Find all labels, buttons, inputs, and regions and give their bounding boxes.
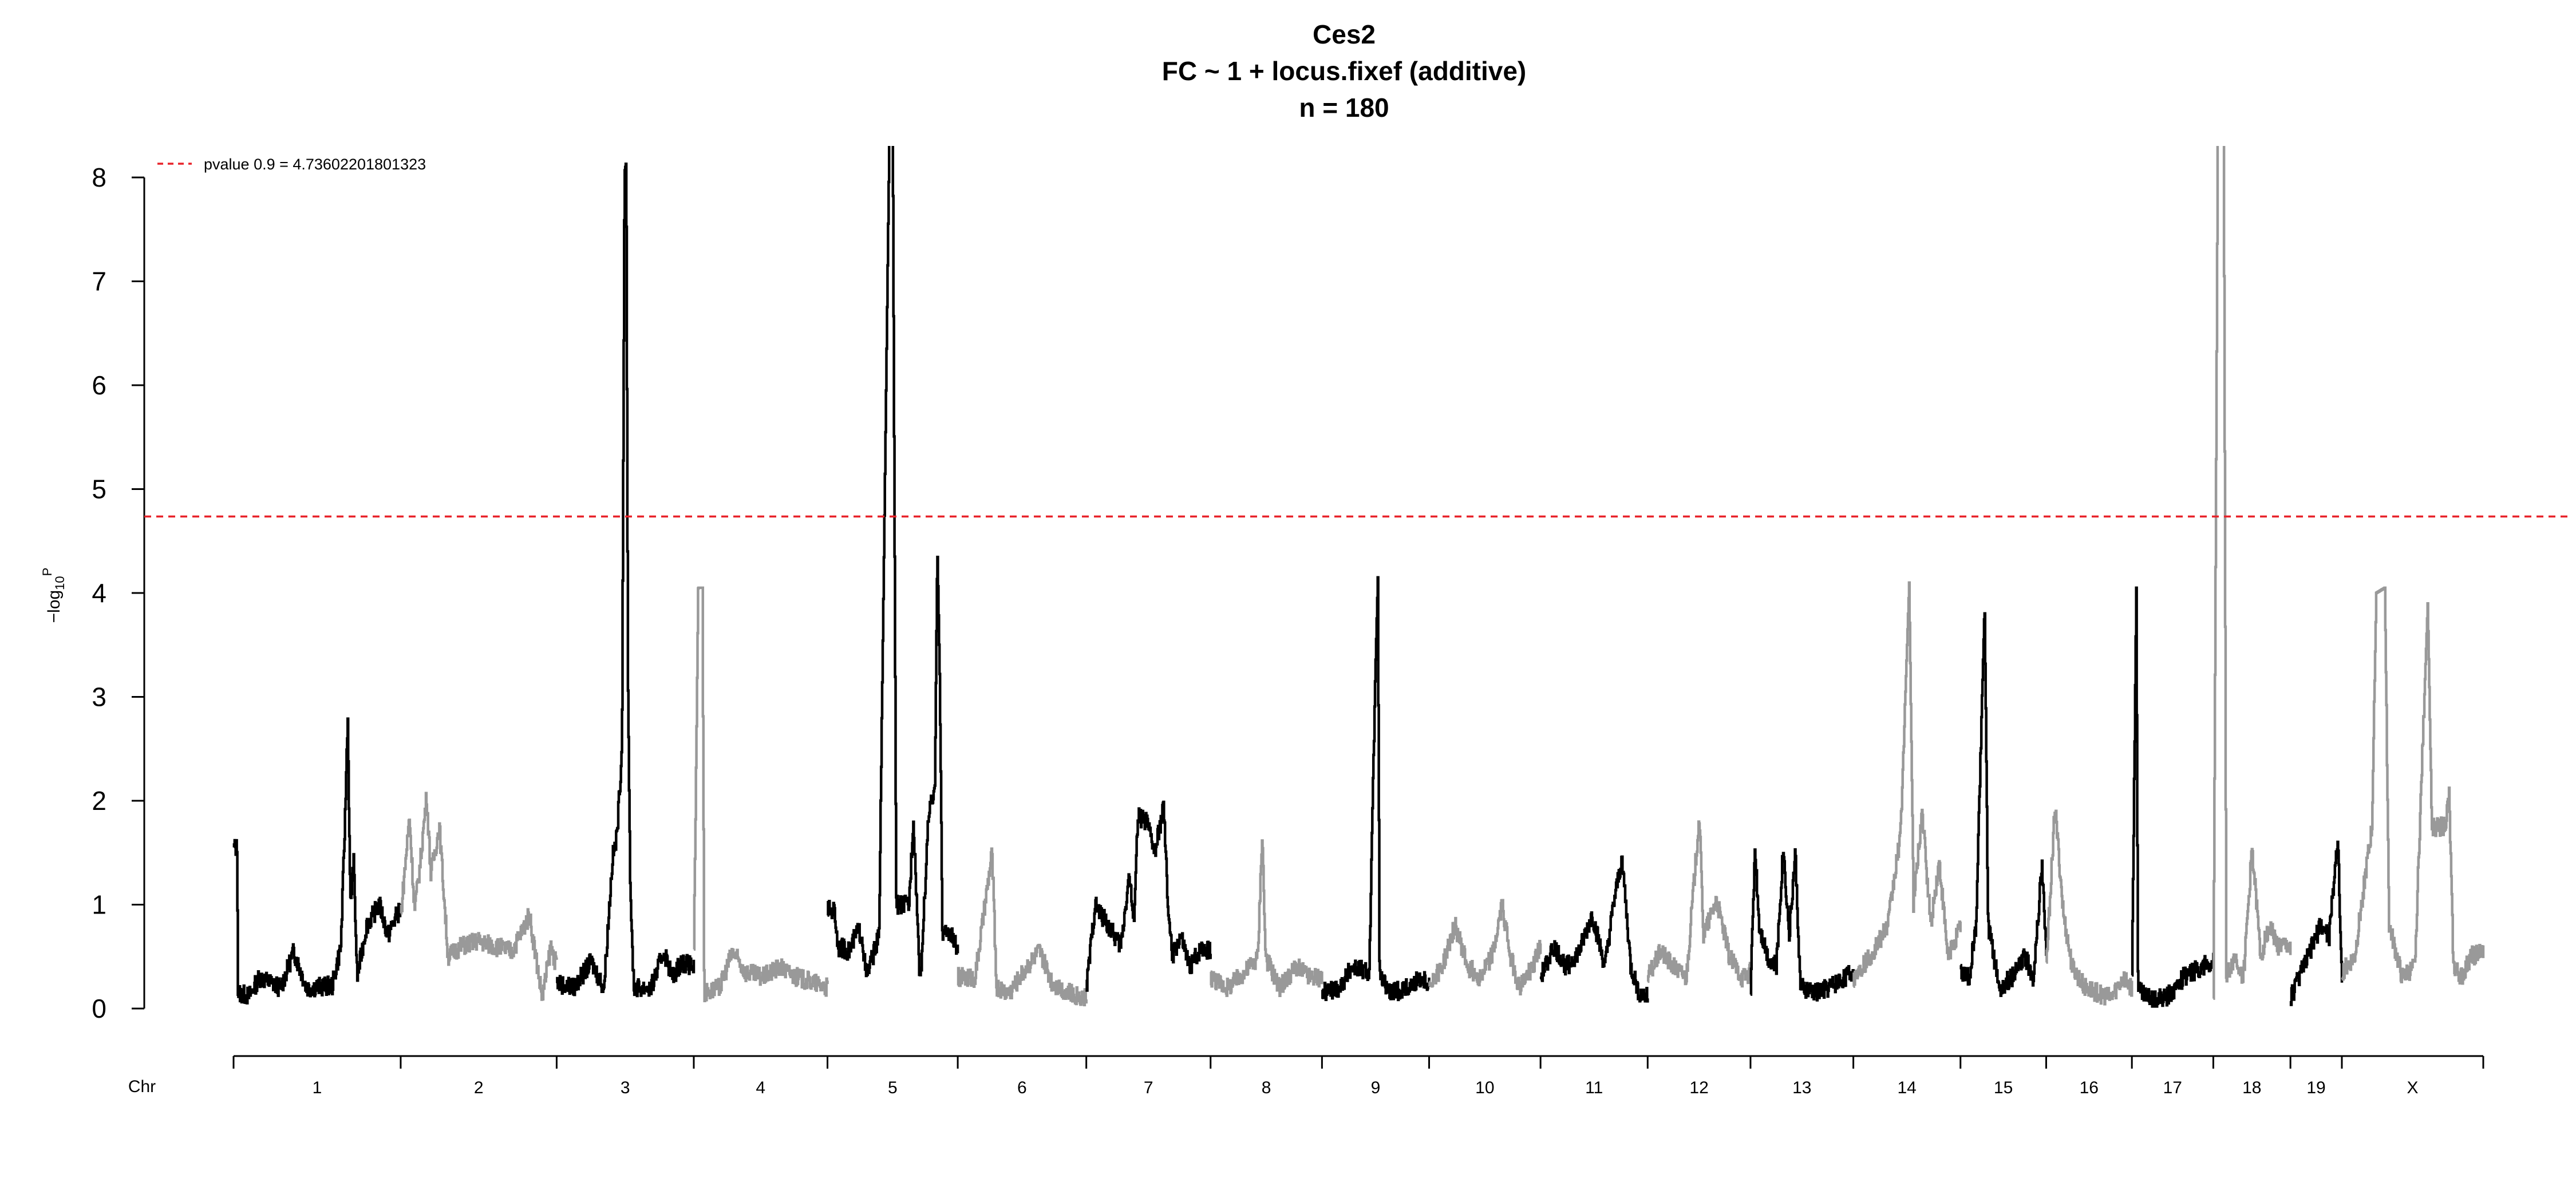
chromosome-label: 14 bbox=[1897, 1078, 1916, 1097]
chromosome-series-line bbox=[827, 146, 959, 978]
chromosome-label: 19 bbox=[2306, 1078, 2325, 1097]
chromosome-label: 15 bbox=[1994, 1078, 2013, 1097]
y-tick-label: 1 bbox=[92, 890, 106, 920]
x-axis: 1 2 3 4 5 6 7 8 9 10 11 12 13 14 15 16 17 18 19 X bbox=[232, 1055, 2484, 1097]
chromosome-label: 1 bbox=[313, 1078, 322, 1097]
chromosome-label: 4 bbox=[756, 1078, 765, 1097]
chart-title: Ces2 bbox=[1313, 19, 1376, 49]
chromosome-label: 10 bbox=[1475, 1078, 1494, 1097]
chromosome-series-line bbox=[957, 847, 1088, 1007]
chromosome-label: 12 bbox=[1689, 1078, 1708, 1097]
chromosome-series-line bbox=[1646, 820, 1752, 988]
legend: pvalue 0.9 = 4.73602201801323 bbox=[157, 156, 426, 173]
chromosome-series-line bbox=[556, 162, 696, 998]
y-tick-label: 2 bbox=[92, 786, 106, 816]
chart-subtitle: FC ~ 1 + locus.fixef (additive) bbox=[1162, 56, 1527, 86]
y-tick-label: 4 bbox=[92, 578, 106, 608]
chromosome-label: 3 bbox=[621, 1078, 630, 1097]
chromosome-series-line bbox=[232, 717, 402, 1005]
chromosome-series-line bbox=[2289, 840, 2344, 1006]
y-axis: 0 1 2 3 4 5 6 7 8 bbox=[92, 163, 145, 1023]
chromosome-series-line bbox=[1210, 839, 1323, 998]
chromosome-series-line bbox=[2341, 586, 2485, 985]
chromosome-series-line bbox=[1852, 581, 1962, 988]
chromosome-label: 9 bbox=[1371, 1078, 1381, 1097]
y-tick-label: 7 bbox=[92, 267, 106, 296]
y-axis-label: −log10P bbox=[40, 568, 67, 623]
chromosome-label: 13 bbox=[1792, 1078, 1811, 1097]
y-tick-label: 8 bbox=[92, 163, 106, 192]
chromosome-label: 2 bbox=[474, 1078, 484, 1097]
y-tick-label: 3 bbox=[92, 682, 106, 712]
legend-threshold-label: pvalue 0.9 = 4.73602201801323 bbox=[204, 156, 426, 173]
chromosome-series-line bbox=[2212, 146, 2292, 1000]
chromosome-series-line bbox=[1321, 576, 1431, 1002]
y-tick-label: 0 bbox=[92, 994, 106, 1023]
chromosome-series-line bbox=[1428, 899, 1542, 996]
chromosome-label: 16 bbox=[2080, 1078, 2099, 1097]
chromosome-series-line bbox=[400, 792, 558, 1001]
chromosome-label: 11 bbox=[1585, 1078, 1603, 1097]
chromosome-label: 8 bbox=[1262, 1078, 1271, 1097]
chromosome-series-line bbox=[1085, 800, 1212, 992]
series-lines bbox=[232, 146, 2485, 1008]
chromosome-label: 5 bbox=[888, 1078, 898, 1097]
chromosome-series-line bbox=[1959, 612, 2048, 997]
chromosome-series-line bbox=[2045, 809, 2134, 1006]
chromosome-label: 18 bbox=[2242, 1078, 2261, 1097]
chromosome-label: 17 bbox=[2163, 1078, 2182, 1097]
chromosome-series-line bbox=[2131, 586, 2215, 1008]
chart-sample-size: n = 180 bbox=[1299, 93, 1389, 122]
chromosome-series-line bbox=[1539, 855, 1649, 1003]
chr-axis-label: Chr bbox=[128, 1077, 156, 1096]
chromosome-label: 6 bbox=[1017, 1078, 1027, 1097]
chromosome-label: X bbox=[2407, 1078, 2418, 1097]
chromosome-label: 7 bbox=[1144, 1078, 1153, 1097]
y-tick-label: 6 bbox=[92, 370, 106, 400]
y-tick-label: 5 bbox=[92, 475, 106, 504]
chromosome-series-line bbox=[693, 586, 829, 1002]
chromosome-series-line bbox=[1749, 848, 1855, 1002]
